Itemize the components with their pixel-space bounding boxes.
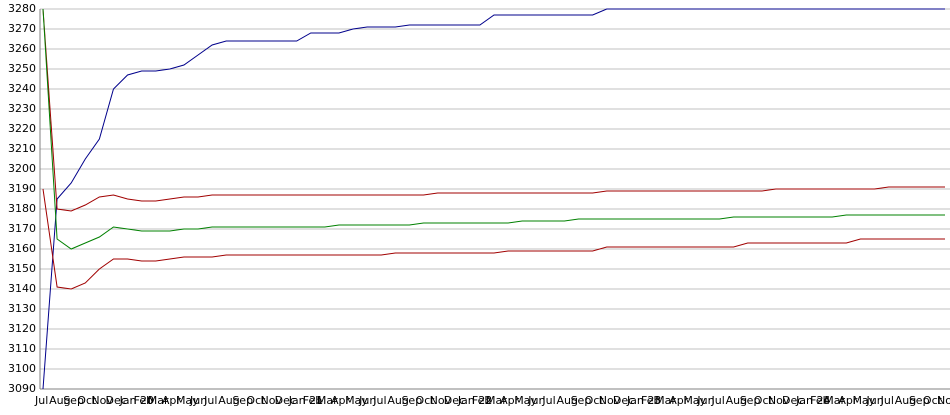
y-tick-label: 3270 [8,22,36,35]
y-tick-label: 3200 [8,162,36,175]
y-tick-label: 3120 [8,322,36,335]
x-tick-label: Aug [49,394,70,407]
x-tick-label: Jun [527,394,545,407]
x-tick-label: Nov [768,394,790,407]
x-tick-label: Apr [331,394,351,407]
y-tick-label: 3220 [8,122,36,135]
x-tick-label: Nov [937,394,950,407]
x-tick-label: Jan 24 [795,394,830,407]
y-tick-label: 3170 [8,222,36,235]
x-tick-label: Aug [387,394,408,407]
x-tick-label: Mar [148,394,169,407]
x-tick-label: Jul [880,394,894,407]
x-tick-label: Apr [162,394,182,407]
x-tick-label: Mar [486,394,507,407]
x-tick-label: Aug [218,394,239,407]
series-line [42,8,945,250]
y-tick-label: 3210 [8,142,36,155]
y-tick-label: 3090 [8,382,36,395]
series-line [42,188,945,290]
x-tick-label: Feb [134,394,153,407]
x-tick-label: Apr [669,394,689,407]
x-tick-label: Sep [63,394,84,407]
x-tick-label: Oct [77,394,97,407]
y-tick-label: 3140 [8,282,36,295]
x-tick-label: Feb [810,394,829,407]
x-tick-label: Jan 22 [457,394,492,407]
y-tick-label: 3110 [8,342,36,355]
x-tick-label: Aug [895,394,916,407]
x-tick-label: Jan 21 [288,394,323,407]
x-tick-label: Sep [909,394,930,407]
x-tick-label: Jul [541,394,555,407]
x-tick-label: Mar [317,394,338,407]
x-tick-label: May [852,394,875,407]
x-tick-label: Nov [261,394,283,407]
y-tick-label: 3240 [8,82,36,95]
x-tick-label: Feb [303,394,322,407]
x-tick-label: Dec [444,394,465,407]
x-tick-label: Jan 20 [119,394,154,407]
x-tick-label: Jul [711,394,725,407]
x-tick-label: Mar [824,394,845,407]
x-tick-label: Nov [91,394,113,407]
y-tick-label: 3250 [8,62,36,75]
x-tick-label: Dec [275,394,296,407]
x-tick-label: Feb [472,394,491,407]
y-tick-label: 3190 [8,182,36,195]
x-tick-label: Nov [599,394,621,407]
y-tick-label: 3180 [8,202,36,215]
x-tick-label: Nov [430,394,452,407]
x-tick-label: Aug [726,394,747,407]
x-tick-label: Apr [838,394,858,407]
x-tick-label: Sep [401,394,422,407]
x-tick-label: Aug [556,394,577,407]
x-tick-label: Dec [105,394,126,407]
x-tick-label: May [176,394,199,407]
x-tick-label: May [683,394,706,407]
x-tick-label: Oct [923,394,943,407]
y-tick-label: 3160 [8,242,36,255]
x-tick-label: Feb [641,394,660,407]
x-tick-label: Jun [358,394,376,407]
x-tick-label: Jun [189,394,207,407]
y-tick-label: 3260 [8,42,36,55]
y-tick-label: 3230 [8,102,36,115]
x-tick-label: Jun [866,394,884,407]
x-tick-label: Mar [655,394,676,407]
x-tick-label: Jan 23 [626,394,661,407]
y-tick-label: 3150 [8,262,36,275]
x-tick-label: Oct [585,394,605,407]
x-tick-label: Sep [740,394,761,407]
x-tick-label: Oct [754,394,774,407]
x-tick-label: May [345,394,368,407]
x-tick-label: Oct [246,394,266,407]
x-tick-label: Jun [696,394,714,407]
x-tick-label: Dec [782,394,803,407]
x-tick-label: Sep [571,394,592,407]
x-tick-label: Jul [203,394,217,407]
x-tick-label: Jul [372,394,386,407]
x-tick-label: Oct [416,394,436,407]
y-tick-label: 3130 [8,302,36,315]
y-tick-label: 3100 [8,362,36,375]
series-line [42,8,945,212]
y-tick-label: 3280 [8,2,36,15]
x-tick-label: Sep [232,394,253,407]
x-tick-label: May [514,394,537,407]
series-line [42,8,945,390]
x-tick-label: Dec [613,394,634,407]
x-tick-label: Jul [34,394,48,407]
x-tick-label: Apr [500,394,520,407]
